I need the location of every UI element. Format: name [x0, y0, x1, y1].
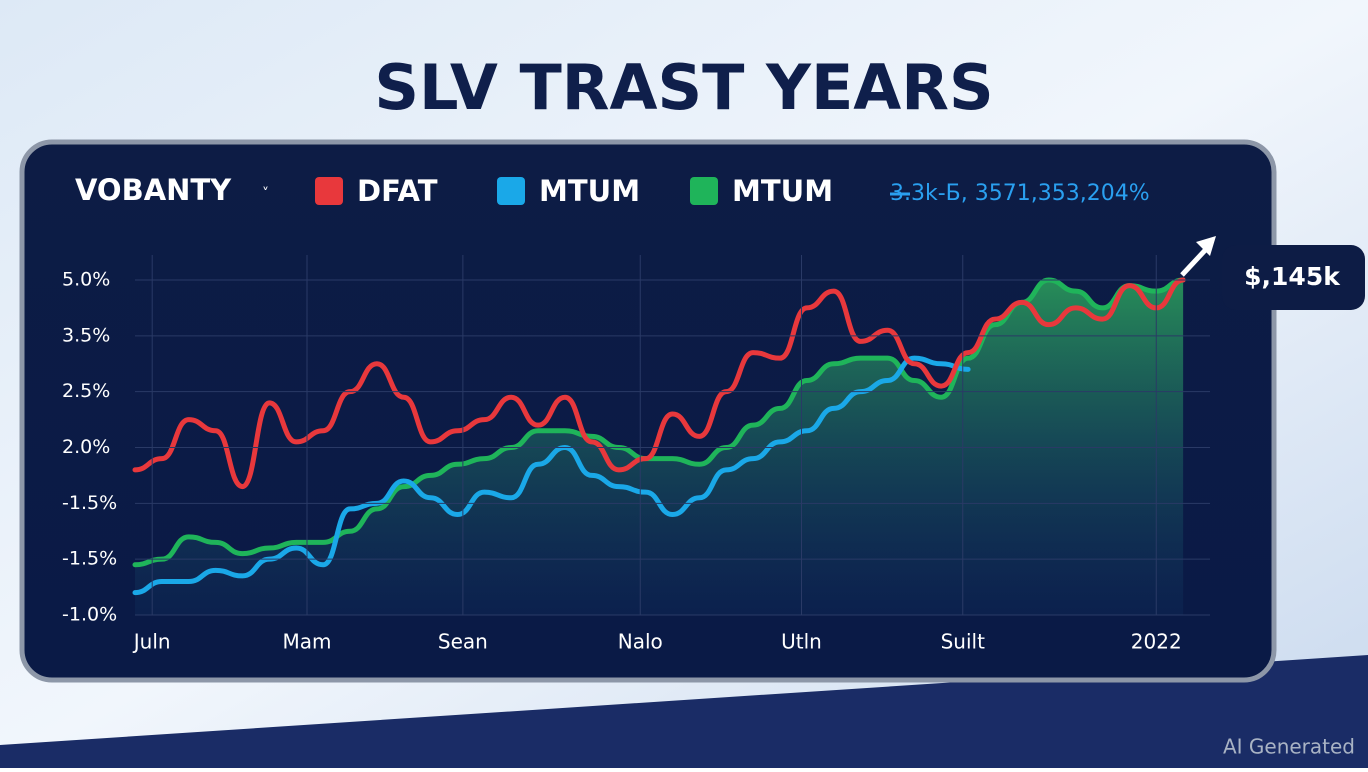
x-tick-label: Sean: [438, 630, 488, 654]
legend-note: 3.3k-Б, 3571,353,204%: [890, 181, 1150, 206]
legend-swatch: [690, 177, 718, 205]
selector[interactable]: VOBANTY: [75, 173, 232, 207]
y-tick-label: 2.0%: [62, 436, 110, 458]
x-tick-label: Nalo: [618, 630, 663, 654]
callout-text: $,145k: [1244, 262, 1341, 291]
legend-swatch: [315, 177, 343, 205]
y-tick-label: -1.5%: [62, 548, 117, 570]
y-tick-label: 2.5%: [62, 380, 110, 402]
callout: $,145k: [1222, 245, 1365, 310]
title: SLV TRAST YEARS: [374, 51, 993, 124]
decor-band: [0, 655, 1368, 768]
y-tick-label: 3.5%: [62, 324, 110, 346]
watermark: AI Generated: [1223, 735, 1355, 759]
x-tick-label: Utln: [781, 630, 822, 654]
legend-label: MTUM: [539, 174, 640, 208]
x-tick-label: 2022: [1131, 630, 1182, 654]
x-tick-label: Suilt: [941, 630, 985, 654]
legend-label: MTUM: [732, 174, 833, 208]
area: [135, 280, 1184, 615]
selector-caret[interactable]: ˅: [262, 186, 269, 202]
callout-box: [1222, 245, 1365, 310]
x-tick-label: Mam: [283, 630, 332, 654]
line: [132, 277, 1186, 490]
y-tick-label: -1.0%: [62, 604, 117, 626]
legend-label: DFAT: [357, 174, 438, 208]
legend-swatch: [497, 177, 525, 205]
arrow-head: [1196, 236, 1216, 256]
y-tick-label: 5.0%: [62, 269, 110, 291]
y-tick-label: -1.5%: [62, 492, 117, 514]
x-tick-label: Juln: [132, 630, 171, 654]
